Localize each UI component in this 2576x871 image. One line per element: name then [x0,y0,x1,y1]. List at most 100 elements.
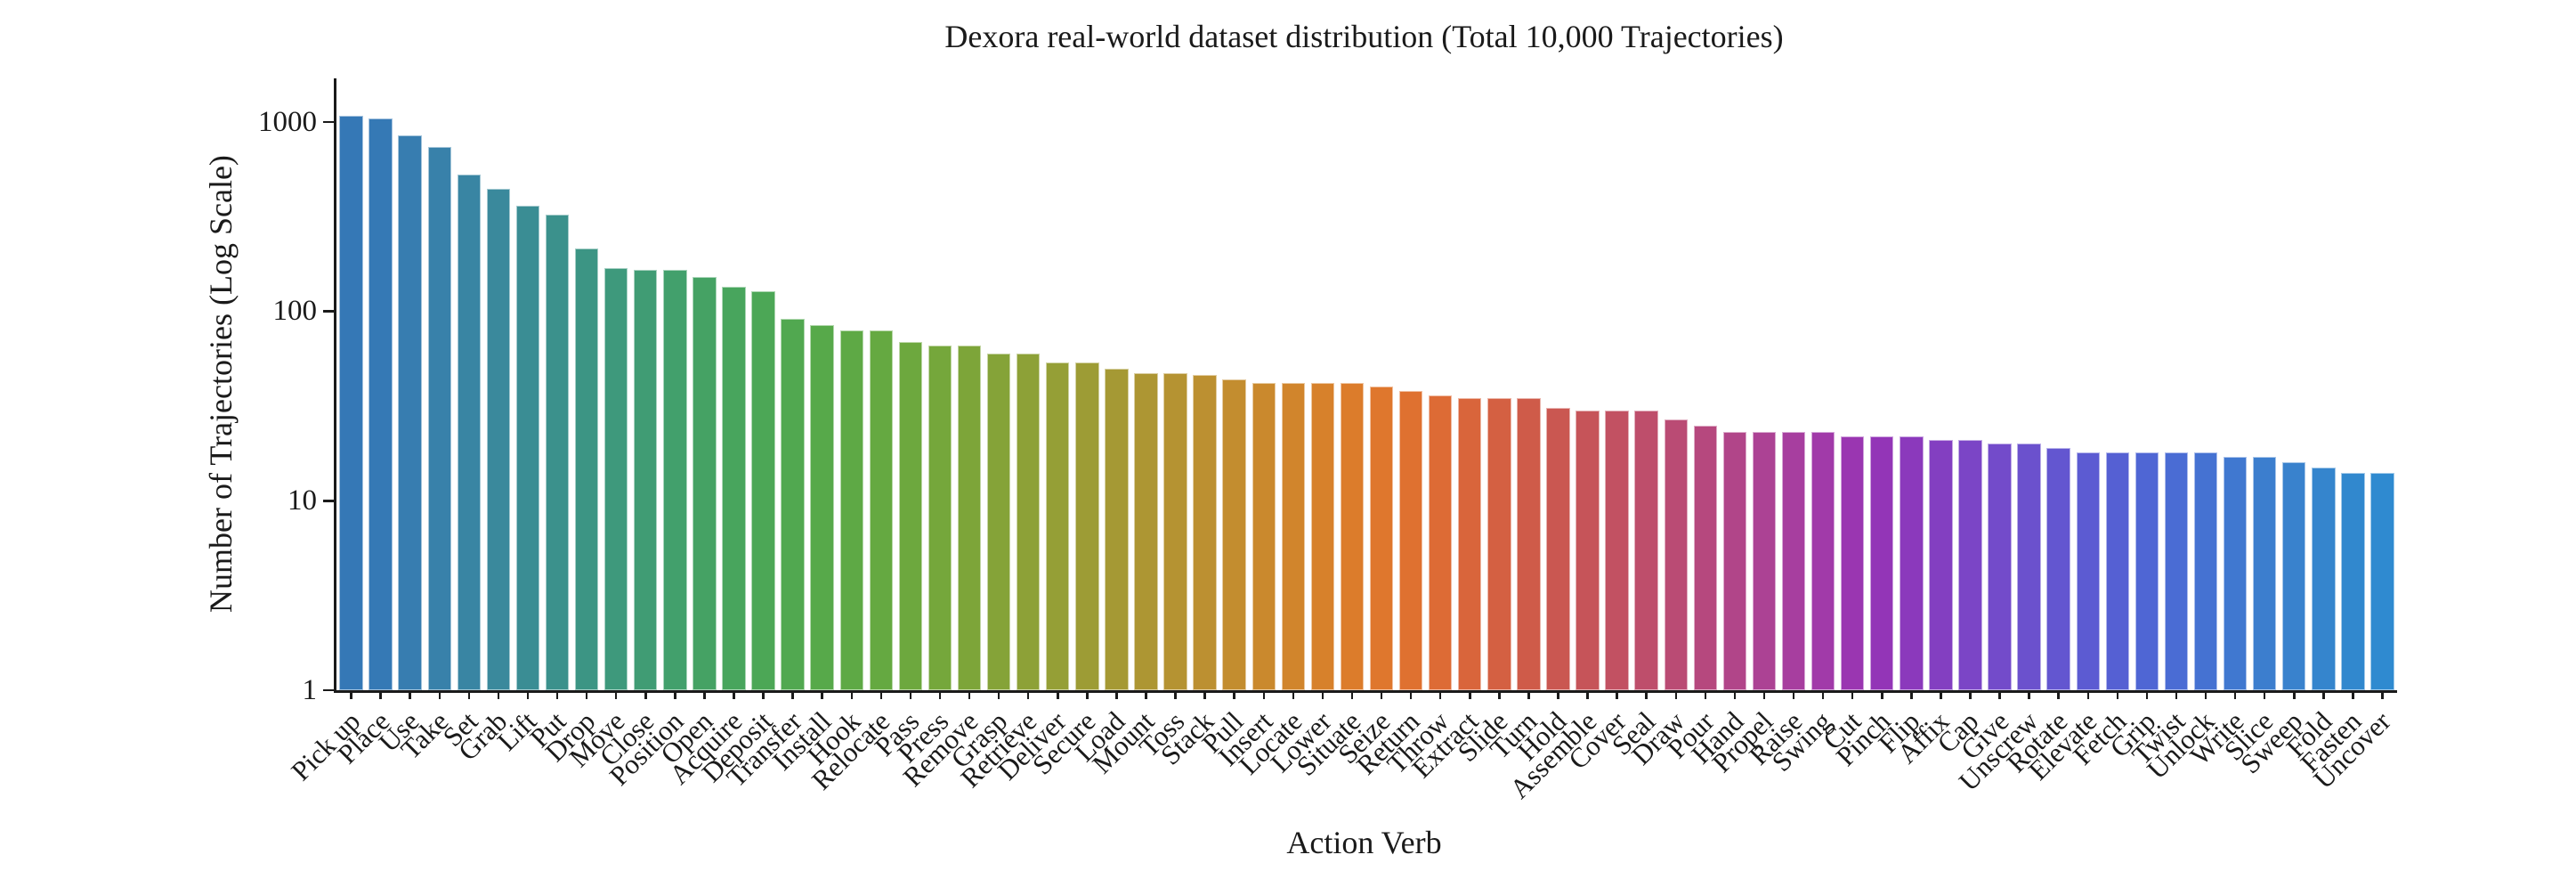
x-tick-mark [2145,690,2149,699]
x-tick-mark [1292,690,1295,699]
bar [1134,373,1158,690]
x-tick-mark [2381,690,2384,699]
bar [839,330,863,690]
bar [515,206,540,690]
x-tick-mark [1026,690,1030,699]
x-tick-mark [938,690,942,699]
bar [869,330,894,690]
plot-area: Pick up Place Use Take Set Grab Lift Put Drop Mov… [258,78,2397,804]
bar [339,115,363,690]
x-tick-mark [1233,690,1235,699]
bar [2370,473,2394,690]
x-tick-mark [644,690,647,699]
bar [369,118,393,690]
x-tick-mark [909,690,912,699]
bar [2046,448,2070,690]
bar [1105,368,1129,690]
bar [2017,444,2041,690]
bar [1517,397,1541,690]
x-tick-mark [1498,690,1501,699]
x-tick-mark [1469,690,1471,699]
bar [1605,410,1629,690]
bar [574,248,599,690]
bar [1840,436,1865,690]
x-tick-mark [821,690,823,699]
x-tick-labels-row: Pick up Place Use Take Set Grab Lift Put Drop Mov… [285,690,2397,833]
bar [1870,436,1894,690]
x-tick-mark [2263,690,2266,699]
x-tick-mark [2028,690,2030,699]
x-tick-mark [1115,690,1118,699]
bar [810,324,834,690]
bar [2312,467,2336,690]
bar [545,214,570,690]
bar [1252,382,1276,690]
x-tick-mark [2233,690,2237,699]
x-tick-mark [497,690,500,699]
bar [986,353,1011,690]
bar [1988,444,2012,690]
bar [1722,432,1747,690]
bar [1900,436,1924,690]
x-tick-mark [2086,690,2089,699]
x-tick-mark [1851,690,1854,699]
bar [2076,452,2100,690]
bar [1752,432,1777,690]
x-tick-mark [2352,690,2354,699]
bar [1310,382,1335,690]
bar [1428,395,1453,690]
x-tick-mark [1380,690,1383,699]
x-tick-mark [1557,690,1559,699]
x-tick-mark [379,690,382,699]
x-tick-mark [1881,690,1883,699]
bar [1458,397,1482,690]
bar [1369,387,1394,690]
x-tick-mark [2322,690,2325,699]
bar [1075,362,1099,690]
x-tick-mark [1086,690,1089,699]
bar [2193,452,2218,690]
bar [398,135,422,690]
bar [634,270,658,690]
bar [1222,379,1246,690]
bar [751,290,775,690]
x-tick-mark [1762,690,1766,699]
x-tick-mark [733,690,735,699]
y-tick-label: 1000 [258,105,317,138]
bar [957,346,982,690]
x-tick-mark [526,690,530,699]
y-tick-mark [323,120,335,124]
bar [1193,375,1217,690]
bar [427,146,451,690]
x-tick-mark [1733,690,1737,699]
x-tick-mark [1969,690,1972,699]
x-tick-mark [585,690,588,699]
bar [1398,391,1423,690]
bar [1046,362,1070,690]
bar [2164,452,2189,690]
x-tick-mark [1409,690,1413,699]
bar [486,188,511,690]
bar [2105,452,2130,690]
x-tick-mark [762,690,765,699]
bar [898,341,923,690]
x-tick-mark [1586,690,1589,699]
bar [2252,457,2277,690]
x-tick-mark [1174,690,1177,699]
x-tick-mark [1910,690,1913,699]
x-tick-mark [1674,690,1677,699]
bar [2282,461,2306,690]
bar [722,286,746,690]
bar [1016,353,1041,690]
bar [1340,382,1365,690]
bar [1487,397,1511,690]
x-tick-mark [879,690,883,699]
bar [1810,432,1835,690]
bar [1929,439,1953,690]
x-tick-mark [350,690,352,699]
x-tick-mark [2293,690,2296,699]
y-tick-mark [323,310,335,313]
x-tick-mark [674,690,676,699]
y-tick-label: 1 [302,673,318,706]
bar [663,270,687,690]
